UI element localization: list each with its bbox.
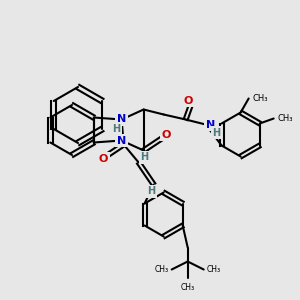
Text: O: O (184, 95, 193, 106)
Text: O: O (162, 130, 171, 140)
Text: CH₃: CH₃ (278, 114, 293, 123)
Text: CH₃: CH₃ (207, 265, 221, 274)
Text: CH₃: CH₃ (154, 265, 169, 274)
Text: H: H (213, 128, 221, 137)
Text: CH₃: CH₃ (181, 283, 195, 292)
Text: H: H (141, 152, 149, 163)
Text: CH₃: CH₃ (253, 94, 268, 103)
Text: N: N (117, 136, 126, 146)
Text: H: H (112, 124, 121, 134)
Text: N: N (206, 119, 215, 130)
Text: O: O (99, 154, 108, 164)
Text: H: H (148, 187, 156, 196)
Text: N: N (117, 115, 126, 124)
